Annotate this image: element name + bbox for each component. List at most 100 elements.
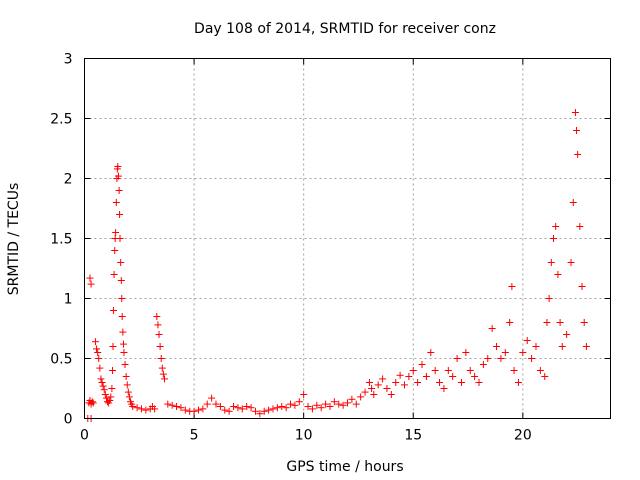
data-point [168,401,176,409]
data-point [370,391,378,398]
data-point [88,398,96,406]
data-point [578,283,586,290]
data-point [110,271,118,278]
data-point [414,379,422,386]
y-axis-label: SRMTID / TECUs [6,183,22,296]
x-tick-label: 5 [190,428,199,444]
data-point [251,407,259,415]
chart-title: Day 108 of 2014, SRMTID for receiver con… [194,21,496,37]
data-point [86,274,94,282]
data-point [374,381,382,389]
data-point [109,343,117,350]
data-point [387,391,395,398]
data-point [335,400,343,408]
data-point [453,355,461,362]
data-point [545,295,553,302]
y-tick-label: 1 [64,292,73,308]
data-point [154,321,162,329]
data-point [212,400,220,408]
x-tick-label: 15 [404,428,422,444]
data-point [479,361,487,368]
data-point [109,367,117,374]
x-axis-label: GPS time / hours [286,459,403,475]
data-point [449,373,457,380]
data-point [230,403,238,410]
data-point [95,355,103,362]
data-point [142,406,150,414]
data-point [119,328,127,336]
data-point [422,373,430,380]
data-point [208,394,216,402]
data-point [339,401,347,409]
data-point [523,337,531,344]
data-point [115,187,123,194]
data-point [400,381,408,389]
data-point [475,379,483,386]
data-point [118,313,126,320]
data-point [122,373,130,380]
data-point [563,331,571,338]
data-point [156,343,164,350]
data-point [457,379,465,386]
data-point [365,379,373,386]
data-point [547,259,555,266]
data-point [573,127,581,134]
y-tick-label: 2.5 [50,112,72,128]
data-point [317,404,325,412]
data-point [556,319,564,326]
data-point [471,373,479,380]
data-point [409,367,417,374]
data-point [243,403,251,410]
data-point [444,367,452,374]
data-point [282,404,290,412]
data-point [497,355,505,362]
data-point [199,405,207,413]
data-point [484,355,492,362]
data-point [123,381,131,389]
data-point [225,407,233,415]
data-point [133,404,141,412]
data-point [580,319,588,326]
data-point [260,407,268,415]
data-point [392,379,400,386]
data-point [87,280,95,288]
axis-ticks [84,58,611,419]
data-point [108,385,116,392]
y-tick-label: 0 [64,412,73,428]
data-point [120,349,128,356]
data-point [278,403,286,410]
data-point [379,375,387,383]
data-point [308,405,316,413]
grid [84,58,611,419]
data-point [98,379,106,386]
data-point [567,259,575,266]
data-point [368,385,376,392]
data-point [117,259,125,266]
data-point [117,277,125,284]
data-point [543,319,551,326]
data-point [247,404,255,412]
data-point [137,405,145,413]
data-point [114,172,122,180]
data-point [234,404,242,412]
data-point [532,343,540,350]
data-point [97,375,105,383]
data-point [574,151,582,158]
data-point [216,403,224,410]
data-point [383,385,391,392]
data-point [501,349,509,356]
data-point [300,391,308,398]
data-point [330,398,338,406]
data-point [582,343,590,350]
data-point [238,405,246,413]
data-point [348,395,356,403]
data-point [153,313,161,320]
data-point [121,361,129,368]
data-point [304,403,312,410]
data-point [462,349,470,356]
data-point [436,379,444,386]
data-point [291,401,299,409]
data-point [89,399,97,407]
data-point [94,349,102,356]
y-tick-label: 2 [64,172,73,188]
